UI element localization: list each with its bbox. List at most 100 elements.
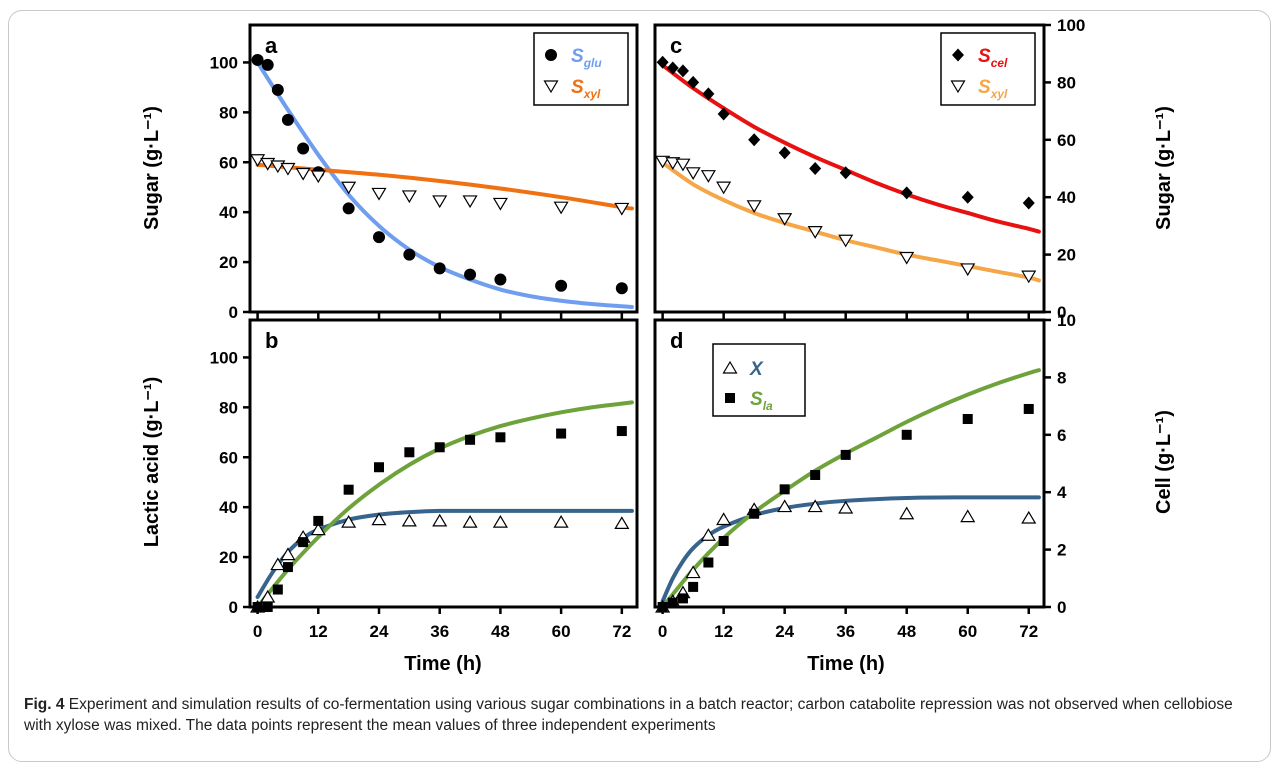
ytick-label-b: 60: [219, 448, 238, 467]
data-point-a-1: [295, 167, 311, 181]
legend-marker-d-1: [725, 393, 735, 403]
data-point-a-0: [403, 248, 416, 261]
data-point-c-1: [899, 251, 915, 265]
data-point-b-1: [404, 447, 415, 458]
data-point-a-1: [341, 181, 357, 195]
data-point-a-0: [555, 279, 568, 292]
data-point-d-1: [901, 429, 912, 440]
model-curve-b-1: [255, 400, 634, 607]
xtick-label-d: 48: [897, 622, 916, 641]
ytick-label-d: 10: [1057, 311, 1076, 330]
data-point-c-0: [717, 107, 730, 121]
data-point-b-0: [341, 514, 357, 528]
xtick-label-d: 0: [658, 622, 667, 641]
legend-marker-d-0: [722, 360, 738, 374]
data-point-a-1: [371, 187, 387, 201]
xtick-label-b: 48: [491, 622, 510, 641]
data-point-b-1: [298, 537, 309, 548]
legend-sub-c-0: cel: [991, 56, 1008, 70]
data-point-d-0: [700, 528, 716, 541]
data-point-b-0: [462, 514, 478, 528]
data-point-b-1: [343, 484, 354, 495]
data-point-d-0: [1021, 510, 1037, 524]
data-point-b-1: [434, 442, 445, 453]
data-point-a-1: [553, 201, 569, 215]
data-point-b-0: [432, 513, 448, 527]
data-point-c-0: [676, 64, 689, 78]
ytick-label-c: 0: [1057, 303, 1066, 322]
ytick-label-c: 40: [1057, 188, 1076, 207]
data-point-c-0: [656, 55, 669, 69]
ytick-label-b: 40: [219, 498, 238, 517]
data-point-a-0: [281, 113, 294, 126]
data-point-b-0: [553, 514, 569, 528]
data-point-b-1: [374, 462, 384, 473]
data-point-b-0: [260, 589, 276, 603]
ytick-label-b: 20: [219, 548, 238, 567]
data-point-c-1: [716, 181, 732, 195]
data-point-a-0: [251, 53, 264, 66]
data-point-a-0: [342, 202, 355, 215]
data-point-b-0: [614, 516, 630, 529]
data-point-d-1: [657, 602, 668, 612]
ytick-label-b: 80: [219, 398, 238, 417]
model-curve-c-1: [660, 160, 1041, 283]
data-point-b-0: [310, 522, 326, 536]
ytick-label-a: 20: [219, 253, 238, 272]
data-point-b-1: [272, 584, 283, 595]
ylabel-left-bottom: Lactic acid (g·L⁻¹): [141, 377, 163, 548]
xtick-label-d: 12: [714, 622, 733, 641]
data-point-d-0: [685, 565, 701, 579]
data-point-d-1: [667, 597, 678, 608]
ytick-label-d: 4: [1057, 483, 1067, 502]
panel-frame-a: [248, 23, 639, 314]
data-point-c-1: [777, 213, 793, 226]
data-point-d-1: [962, 414, 973, 425]
legend-box-c: [940, 32, 1036, 106]
data-point-d-0: [807, 499, 823, 513]
ytick-label-b: 0: [229, 598, 238, 617]
xtick-label-b: 0: [253, 622, 262, 641]
data-point-b-1: [313, 515, 324, 526]
data-point-a-1: [401, 190, 417, 204]
data-point-c-0: [1022, 196, 1035, 210]
legend-label-d-0: X: [749, 359, 764, 380]
data-point-c-1: [960, 263, 976, 277]
data-point-a-1: [492, 197, 508, 211]
data-point-b-0: [280, 547, 296, 561]
data-point-d-1: [749, 508, 760, 519]
ytick-label-d: 8: [1057, 368, 1066, 387]
xtick-label-d: 24: [775, 622, 794, 641]
xlabel-left: Time (h): [404, 653, 481, 675]
legend-marker-c-1: [950, 80, 966, 94]
legend-sub-a-1: xyl: [583, 87, 601, 101]
data-point-c-0: [702, 87, 715, 101]
xtick-label-b: 72: [612, 622, 631, 641]
legend-marker-a-1: [543, 80, 559, 94]
legend-box-a: [533, 32, 629, 106]
xtick-label-d: 60: [958, 622, 977, 641]
data-point-c-1: [838, 234, 854, 248]
ytick-label-a: 0: [229, 303, 238, 322]
ytick-label-a: 80: [219, 103, 238, 122]
data-point-c-1: [1021, 270, 1037, 284]
ytick-label-b: 100: [210, 348, 238, 367]
data-point-a-0: [433, 262, 446, 275]
data-point-a-1: [280, 162, 296, 176]
data-point-d-0: [960, 509, 976, 523]
data-point-c-1: [675, 158, 691, 172]
xlabel-right: Time (h): [807, 653, 884, 675]
data-point-d-1: [677, 593, 688, 604]
data-point-c-1: [655, 155, 671, 169]
ytick-label-c: 20: [1057, 246, 1076, 265]
data-point-a-1: [462, 195, 478, 209]
panel-frame-b: [248, 318, 639, 609]
xtick-label-d: 36: [836, 622, 855, 641]
legend-sub-a-0: glu: [583, 56, 603, 70]
ytick-label-c: 100: [1057, 16, 1085, 35]
data-point-d-0: [838, 500, 854, 514]
data-point-c-0: [748, 133, 761, 147]
